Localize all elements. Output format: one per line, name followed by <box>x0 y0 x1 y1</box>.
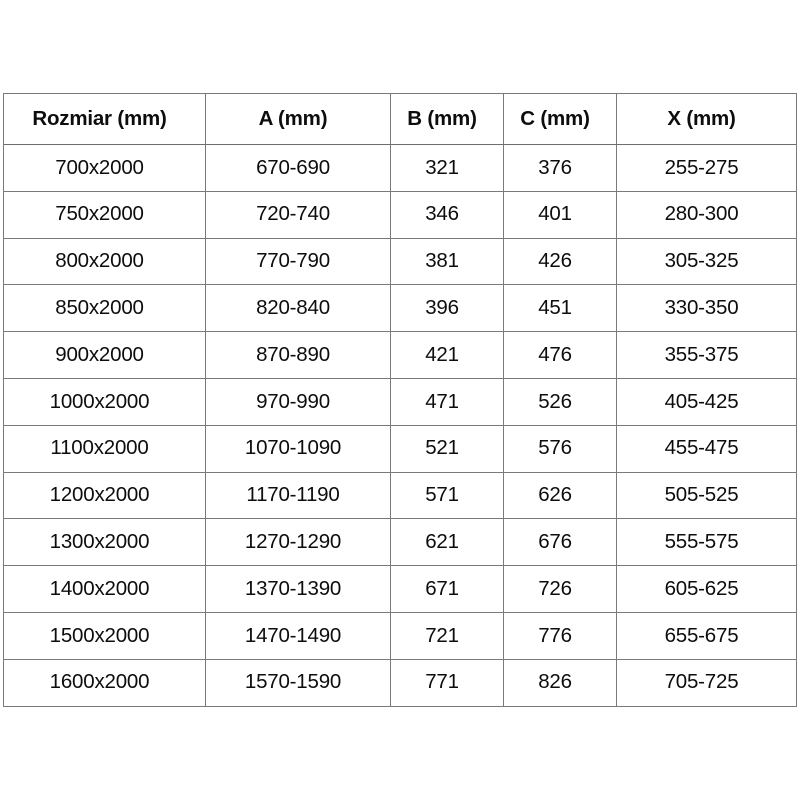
table-row: 1500x2000 1470-1490 721 776 655-675 <box>3 611 797 660</box>
cell-a: 870-890 <box>205 331 391 379</box>
cell-c: 626 <box>503 471 617 520</box>
table-body: 700x2000 670-690 321 376 255-275 750x2000 720-… <box>3 144 797 707</box>
cell-c: 826 <box>503 658 617 707</box>
cell-size: 1500x2000 <box>3 611 206 660</box>
cell-c: 676 <box>503 518 617 567</box>
cell-c: 426 <box>503 237 617 286</box>
cell-x: 605-625 <box>616 565 797 613</box>
table-row: 1400x2000 1370-1390 671 726 605-625 <box>3 565 797 613</box>
cell-a: 1570-1590 <box>205 658 391 707</box>
cell-x: 705-725 <box>616 658 797 707</box>
column-header-c: C (mm) <box>503 93 617 145</box>
cell-a: 1470-1490 <box>205 611 391 660</box>
cell-a: 1370-1390 <box>205 565 391 613</box>
table-row: 1300x2000 1270-1290 621 676 555-575 <box>3 518 797 567</box>
cell-a: 820-840 <box>205 284 391 333</box>
cell-size: 1300x2000 <box>3 518 206 567</box>
cell-x: 505-525 <box>616 471 797 520</box>
dimensions-table: Rozmiar (mm) A (mm) B (mm) C (mm) X (mm)… <box>3 93 797 707</box>
cell-x: 405-425 <box>616 377 797 426</box>
cell-a: 720-740 <box>205 190 391 239</box>
cell-x: 555-575 <box>616 518 797 567</box>
column-header-a: A (mm) <box>205 93 391 145</box>
cell-a: 970-990 <box>205 377 391 426</box>
cell-x: 305-325 <box>616 237 797 286</box>
cell-b: 396 <box>390 284 504 333</box>
cell-b: 621 <box>390 518 504 567</box>
table-row: 900x2000 870-890 421 476 355-375 <box>3 331 797 379</box>
table-row: 1600x2000 1570-1590 771 826 705-725 <box>3 658 797 707</box>
cell-c: 451 <box>503 284 617 333</box>
cell-x: 355-375 <box>616 331 797 379</box>
cell-a: 1070-1090 <box>205 424 391 473</box>
cell-a: 1170-1190 <box>205 471 391 520</box>
cell-x: 455-475 <box>616 424 797 473</box>
cell-c: 776 <box>503 611 617 660</box>
cell-x: 280-300 <box>616 190 797 239</box>
cell-b: 381 <box>390 237 504 286</box>
cell-b: 421 <box>390 331 504 379</box>
table-row: 850x2000 820-840 396 451 330-350 <box>3 284 797 333</box>
cell-c: 726 <box>503 565 617 613</box>
cell-size: 1100x2000 <box>3 424 206 473</box>
cell-a: 1270-1290 <box>205 518 391 567</box>
column-header-size: Rozmiar (mm) <box>3 93 206 145</box>
cell-c: 476 <box>503 331 617 379</box>
cell-b: 471 <box>390 377 504 426</box>
cell-a: 770-790 <box>205 237 391 286</box>
cell-b: 321 <box>390 144 504 192</box>
cell-x: 655-675 <box>616 611 797 660</box>
cell-size: 1200x2000 <box>3 471 206 520</box>
table-row: 750x2000 720-740 346 401 280-300 <box>3 190 797 239</box>
table-row: 1100x2000 1070-1090 521 576 455-475 <box>3 424 797 473</box>
table-row: 1200x2000 1170-1190 571 626 505-525 <box>3 471 797 520</box>
cell-x: 330-350 <box>616 284 797 333</box>
column-header-x: X (mm) <box>616 93 797 145</box>
cell-size: 1600x2000 <box>3 658 206 707</box>
cell-b: 571 <box>390 471 504 520</box>
cell-b: 771 <box>390 658 504 707</box>
cell-size: 900x2000 <box>3 331 206 379</box>
cell-size: 700x2000 <box>3 144 206 192</box>
cell-c: 376 <box>503 144 617 192</box>
cell-c: 401 <box>503 190 617 239</box>
cell-a: 670-690 <box>205 144 391 192</box>
cell-size: 750x2000 <box>3 190 206 239</box>
cell-c: 576 <box>503 424 617 473</box>
cell-b: 671 <box>390 565 504 613</box>
cell-size: 1000x2000 <box>3 377 206 426</box>
table-row: 700x2000 670-690 321 376 255-275 <box>3 144 797 192</box>
cell-x: 255-275 <box>616 144 797 192</box>
cell-c: 526 <box>503 377 617 426</box>
table-header-row: Rozmiar (mm) A (mm) B (mm) C (mm) X (mm) <box>3 93 797 145</box>
table-row: 800x2000 770-790 381 426 305-325 <box>3 237 797 286</box>
cell-b: 721 <box>390 611 504 660</box>
cell-b: 346 <box>390 190 504 239</box>
table-header: Rozmiar (mm) A (mm) B (mm) C (mm) X (mm) <box>3 93 797 145</box>
cell-size: 1400x2000 <box>3 565 206 613</box>
column-header-b: B (mm) <box>390 93 504 145</box>
table-row: 1000x2000 970-990 471 526 405-425 <box>3 377 797 426</box>
cell-size: 800x2000 <box>3 237 206 286</box>
cell-b: 521 <box>390 424 504 473</box>
cell-size: 850x2000 <box>3 284 206 333</box>
